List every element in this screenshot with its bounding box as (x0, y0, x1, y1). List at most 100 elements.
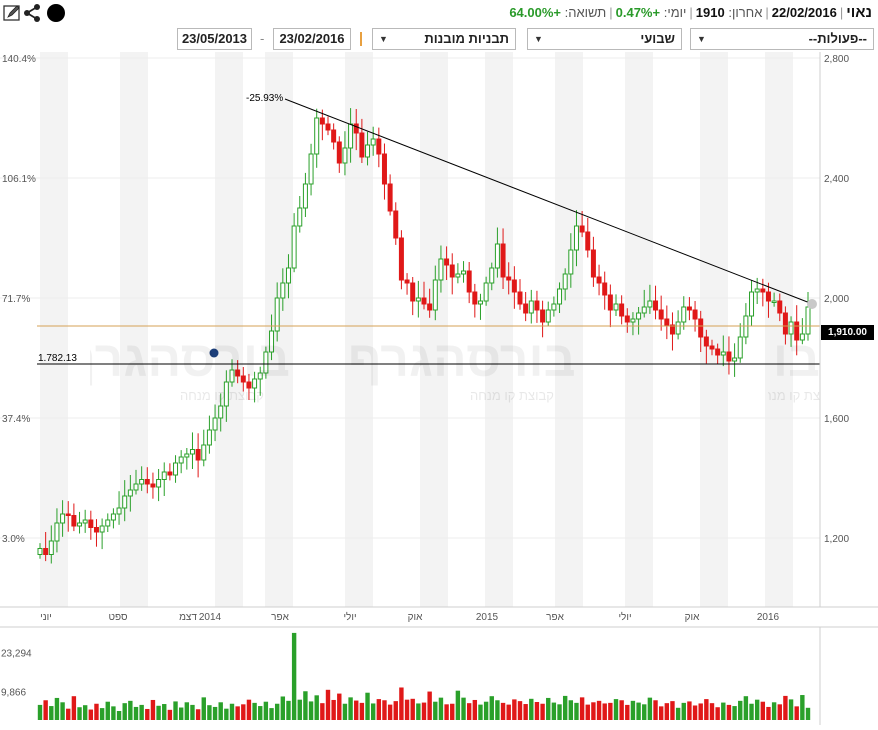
candle-body (235, 369, 241, 377)
candle-body (636, 312, 642, 320)
candle-body (669, 324, 675, 335)
scroll-handle[interactable] (807, 299, 817, 309)
candle-body (195, 449, 201, 461)
candle-body (449, 264, 455, 278)
volume-bar (133, 706, 139, 720)
right-axis-tick: 2,400 (824, 174, 849, 185)
volume-bar (280, 696, 286, 720)
volume-bar (675, 707, 681, 720)
dropdown-arrow-icon: ▼ (534, 34, 543, 44)
date-from-field[interactable]: 23/05/2013 (177, 28, 252, 50)
volume-bar (71, 696, 77, 720)
interval-dropdown[interactable]: שבועי ▼ (527, 28, 682, 50)
candle-body (732, 357, 738, 362)
left-axis-tick: 3.0% (2, 534, 25, 545)
volume-bar (139, 704, 144, 720)
time-band (555, 52, 583, 607)
volume-axis-labels: 9,866 23,294 (1, 648, 32, 698)
volume-bar (263, 701, 269, 720)
candle-body (348, 123, 354, 149)
candle-body (523, 303, 529, 314)
candle-body (139, 479, 145, 485)
volume-bar (478, 704, 483, 720)
candle-body (715, 348, 721, 356)
candle-body (596, 276, 602, 284)
time-band (420, 52, 448, 607)
volume-bar (698, 703, 703, 720)
volume-bar (766, 706, 771, 720)
volume-bar (704, 699, 709, 720)
candle-body (223, 381, 229, 407)
candle-body (167, 471, 173, 476)
volume-bar (212, 706, 218, 720)
volume-bar (568, 700, 574, 720)
watermark-brand: בורסהגרף (348, 331, 576, 387)
volume-bar (94, 703, 99, 720)
signal-marker[interactable] (209, 348, 219, 358)
record-icon[interactable] (47, 4, 65, 22)
volume-bar (376, 699, 382, 720)
candle-body (794, 321, 800, 341)
edit-icon[interactable] (3, 5, 20, 21)
candle-body (444, 258, 450, 266)
share-icon[interactable] (24, 4, 40, 22)
candle-body (421, 297, 427, 305)
separator: | (609, 5, 613, 20)
patterns-dropdown[interactable]: תבניות מובנות ▼ (372, 28, 516, 50)
candle-body (455, 273, 461, 278)
volume-bar (529, 698, 534, 720)
volume-bar (190, 704, 195, 720)
candle-body (291, 225, 297, 269)
candle-body (551, 303, 557, 311)
right-axis-tick: 1,200 (824, 534, 849, 545)
volume-bar (241, 704, 246, 720)
candle-body (726, 351, 732, 362)
dropdown-arrow-icon: ▼ (379, 34, 388, 44)
volume-bar (37, 704, 43, 720)
volume-bar (692, 705, 698, 720)
patterns-label: תבניות מובנות (424, 31, 509, 46)
volume-bar (788, 699, 794, 720)
candle-body (466, 270, 472, 293)
actions-dropdown[interactable]: --פעולות-- ▼ (690, 28, 874, 50)
volume-bar (421, 702, 427, 720)
candle-body (133, 483, 139, 491)
volume-bar (286, 700, 291, 720)
left-axis-tick: 71.7% (2, 294, 30, 305)
candle-body (568, 249, 574, 275)
trend-line[interactable] (284, 98, 811, 304)
volume-bar (461, 697, 466, 720)
watermark-sub-right: צת קו מנחה (768, 388, 820, 403)
candle-body (754, 288, 760, 293)
volume-bar (246, 699, 252, 720)
volume-bar (534, 702, 540, 720)
time-axis-tick: דצמ (179, 612, 197, 623)
volume-bar (489, 696, 494, 720)
candle-body (664, 318, 670, 326)
volume-bar (551, 702, 557, 720)
candle-body (681, 306, 687, 323)
volume-bar (523, 704, 528, 720)
candle-body (545, 309, 551, 323)
volume-bar (794, 706, 799, 720)
candle-body (319, 117, 325, 125)
volume-bar (258, 706, 263, 720)
toolbar-icons (3, 3, 69, 23)
volume-bar (596, 700, 602, 720)
time-axis-tick: 2016 (757, 612, 780, 623)
volume-bar (145, 708, 150, 720)
candle-body (331, 129, 337, 143)
candle-body (438, 258, 444, 281)
volume-bar (370, 703, 376, 720)
candle-body (365, 144, 371, 158)
volume-bar (670, 701, 675, 720)
date-to-field[interactable]: 23/02/2016 (273, 28, 351, 50)
volume-bar (128, 700, 133, 720)
volume-bar (664, 703, 670, 720)
candle-body (709, 345, 715, 350)
volume-bar (224, 708, 229, 720)
candle-body (206, 429, 212, 446)
volume-bar (591, 702, 596, 720)
actions-label: --פעולות-- (808, 31, 867, 46)
